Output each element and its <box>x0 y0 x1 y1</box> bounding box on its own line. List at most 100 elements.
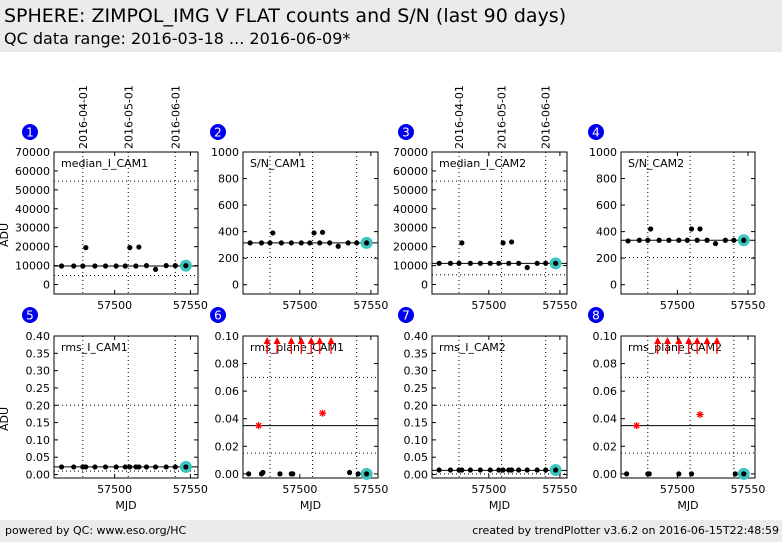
y-tick-label: 30000 <box>393 222 428 235</box>
offscale-arrow-head <box>327 337 335 344</box>
panel-number-badge <box>210 307 226 323</box>
data-point <box>136 244 142 250</box>
data-point <box>676 471 682 477</box>
panel-label: median_I_CAM2 <box>439 157 526 170</box>
y-tick-label: 0.40 <box>404 330 429 343</box>
outlier-point <box>696 411 704 419</box>
y-tick-label: 20000 <box>393 241 428 254</box>
data-point <box>102 263 109 269</box>
x-tick-label: 57550 <box>353 299 388 312</box>
offscale-arrow <box>316 337 324 354</box>
offscale-arrow-head <box>703 337 711 344</box>
y-axis-label: ADU <box>0 223 11 247</box>
panel-label: rms_I_CAM2 <box>439 341 506 354</box>
data-point <box>477 260 483 266</box>
x-tick-label: 57500 <box>282 483 317 496</box>
panel-number-label: 3 <box>402 126 410 140</box>
y-tick-label: 50000 <box>393 184 428 197</box>
x-axis-label: MJD <box>677 499 698 512</box>
x-tick-label: 57500 <box>282 299 317 312</box>
offscale-arrow-head <box>693 337 701 344</box>
panel-number-label: 5 <box>26 309 34 323</box>
y-tick-label: 0.35 <box>404 347 429 360</box>
y-tick-label: 0.25 <box>404 382 429 395</box>
plot-frame <box>431 151 568 295</box>
y-tick-label: 0.10 <box>593 330 618 343</box>
offscale-arrow <box>693 337 701 354</box>
data-point <box>697 226 703 232</box>
panel-label: rms_plane_CAM1 <box>250 341 344 354</box>
outlier-point <box>633 422 641 430</box>
data-point <box>290 471 296 477</box>
data-point <box>676 237 682 243</box>
data-point <box>122 263 128 269</box>
data-point <box>92 263 98 269</box>
x-tick-label: 57550 <box>542 483 577 496</box>
plot-frame <box>431 335 568 479</box>
data-point <box>524 467 530 473</box>
y-tick-label: 0.10 <box>215 330 240 343</box>
y-tick-label: 60000 <box>393 165 428 178</box>
data-point <box>260 469 266 476</box>
data-point <box>172 464 178 470</box>
offscale-arrow <box>703 337 711 354</box>
y-tick-label: 0.00 <box>404 469 429 482</box>
y-tick-label: 50000 <box>15 184 50 197</box>
data-point <box>298 240 304 246</box>
data-point <box>354 240 360 246</box>
offscale-arrow <box>664 337 672 354</box>
data-point <box>183 263 189 269</box>
data-point <box>258 240 265 246</box>
plot-frame <box>53 151 199 295</box>
y-tick-label: 0.35 <box>26 347 51 360</box>
data-point <box>741 471 747 477</box>
y-tick-label: 60000 <box>15 165 50 178</box>
data-point <box>688 226 695 232</box>
data-point <box>688 471 695 477</box>
outlier-stroke <box>319 410 326 417</box>
data-point <box>71 263 77 269</box>
data-point <box>364 240 370 246</box>
x-tick-label: 57500 <box>97 483 132 496</box>
data-point <box>524 264 530 271</box>
data-point <box>83 464 89 470</box>
offscale-arrow-head <box>307 337 315 344</box>
data-point <box>508 239 515 245</box>
data-point <box>355 471 361 477</box>
date-tick-label: 2016-05-01 <box>496 85 509 149</box>
data-point <box>270 230 276 236</box>
date-tick-label: 2016-06-01 <box>169 85 182 149</box>
y-tick-label: 400 <box>596 226 617 239</box>
offscale-arrow <box>273 337 281 354</box>
offscale-arrow <box>654 337 662 354</box>
data-point <box>684 237 690 243</box>
x-tick-label: 57550 <box>730 483 765 496</box>
offscale-arrow <box>263 337 271 354</box>
y-tick-label: 10000 <box>15 260 50 273</box>
data-point <box>288 240 294 246</box>
offscale-arrow-head <box>263 337 271 344</box>
offscale-arrow <box>327 337 335 354</box>
offscale-arrow-head <box>713 337 721 344</box>
footer-powered-by[interactable]: powered by QC: www.eso.org/HC <box>5 524 187 537</box>
x-tick-label: 57550 <box>542 299 577 312</box>
y-tick-label: 0 <box>43 279 50 292</box>
y-tick-label: 20000 <box>15 241 50 254</box>
offscale-arrow-head <box>273 337 281 344</box>
y-tick-label: 0.20 <box>26 399 51 412</box>
data-point <box>80 263 86 269</box>
data-point <box>83 245 89 251</box>
data-point <box>553 260 559 266</box>
y-tick-label: 400 <box>218 226 239 239</box>
y-tick-label: 0.20 <box>404 399 429 412</box>
data-point <box>246 471 252 477</box>
x-tick-label: 57550 <box>353 483 388 496</box>
y-tick-label: 0.04 <box>215 413 240 426</box>
panel-label: rms_plane_CAM2 <box>628 341 722 354</box>
y-tick-label: 1000 <box>589 146 617 159</box>
data-point <box>447 260 454 266</box>
panel-number-badge <box>210 124 226 140</box>
panel-label: S/N_CAM2 <box>628 157 684 170</box>
data-point <box>732 471 738 477</box>
panel-number-badge <box>22 307 38 323</box>
